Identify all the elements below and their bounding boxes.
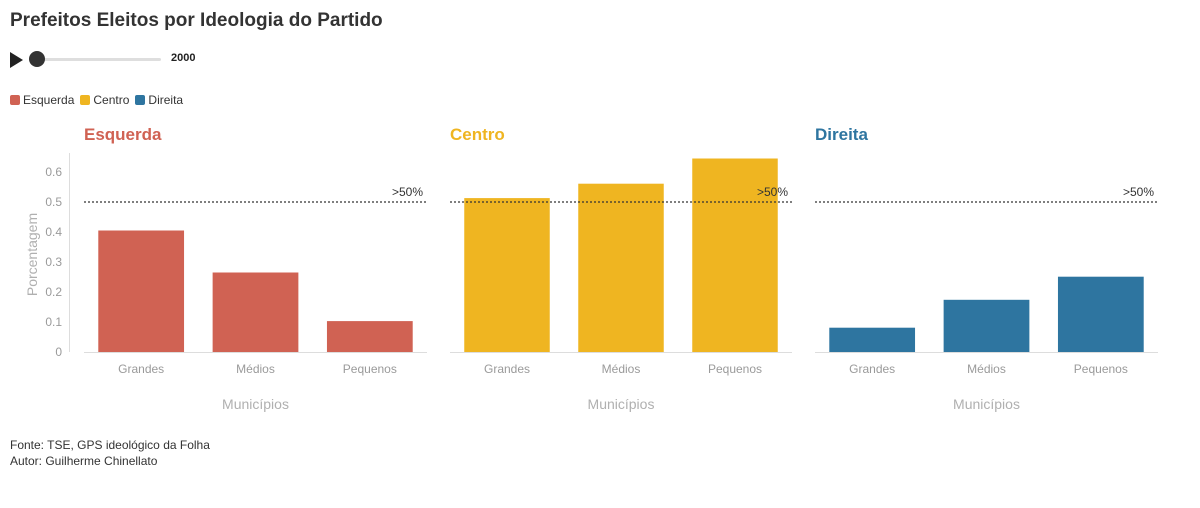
x-axis-label-1: Municípios [588,396,655,412]
legend-item-centro[interactable]: Centro [80,93,129,107]
x-tick-label-2-0: Grandes [849,362,895,376]
bar-chart-panels: Esquerda 0 0.1 0.2 0.3 0.4 0.5 0.6 Porcentagem Gr… [24,125,1158,412]
x-tick-label-0-2: Pequenos [343,362,397,376]
footer: Fonte: TSE, GPS ideológico da Folha Auto… [10,437,210,469]
x-axis-label-2: Municípios [953,396,1020,412]
bar-1-1 [578,183,664,352]
x-axis-label-0: Municípios [222,396,289,412]
legend: Esquerda Centro Direita [10,93,183,107]
legend-swatch-direita [135,95,146,105]
x-tick-label-0-1: Médios [236,362,275,376]
panel-title-0: Esquerda [84,125,162,144]
panel-title-1: Centro [450,125,505,144]
year-slider-handle[interactable] [29,51,45,67]
legend-label-direita: Direita [148,93,184,107]
x-tick-label-1-0: Grandes [484,362,530,376]
source-note: Fonte: TSE, GPS ideológico da Folha [10,438,210,452]
legend-swatch-centro [80,95,91,105]
year-label: 2000 [171,52,196,64]
y-tick-label-3: 0.3 [45,255,62,269]
play-icon[interactable] [10,52,23,68]
legend-item-esquerda[interactable]: Esquerda [10,93,74,107]
animation-player: 2000 [10,50,210,70]
legend-label-esquerda: Esquerda [23,93,75,107]
y-tick-label-2: 0.2 [45,285,62,299]
y-axis-label: Porcentagem [24,213,40,296]
reference-line-label-2: >50% [1123,185,1154,199]
bar-0-2 [326,321,413,352]
bar-0-1 [212,272,299,352]
legend-item-direita[interactable]: Direita [135,93,183,107]
year-slider-track[interactable] [37,58,161,61]
x-tick-label-2-1: Médios [967,362,1006,376]
bar-2-2 [1057,276,1144,352]
y-tick-label-0: 0 [55,345,62,359]
bar-1-0 [464,198,550,352]
panel-title-2: Direita [815,125,868,144]
x-tick-label-0-0: Grandes [118,362,164,376]
author-note: Autor: Guilherme Chinellato [10,454,158,468]
legend-swatch-esquerda [10,95,20,105]
y-tick-label-5: 0.5 [45,195,62,209]
page-title: Prefeitos Eleitos por Ideologia do Parti… [10,10,383,31]
x-tick-label-2-2: Pequenos [1074,362,1128,376]
reference-line-label-1: >50% [757,185,788,199]
y-tick-label-1: 0.1 [45,315,62,329]
y-tick-label-4: 0.4 [45,225,62,239]
bar-0-0 [98,230,185,352]
y-tick-label-6: 0.6 [45,165,62,179]
bar-2-1 [943,299,1030,352]
x-tick-label-1-2: Pequenos [708,362,762,376]
x-tick-label-1-1: Médios [602,362,641,376]
bar-2-0 [829,327,916,352]
bar-1-2 [692,158,778,352]
reference-line-label-0: >50% [392,185,423,199]
legend-label-centro: Centro [93,93,130,107]
